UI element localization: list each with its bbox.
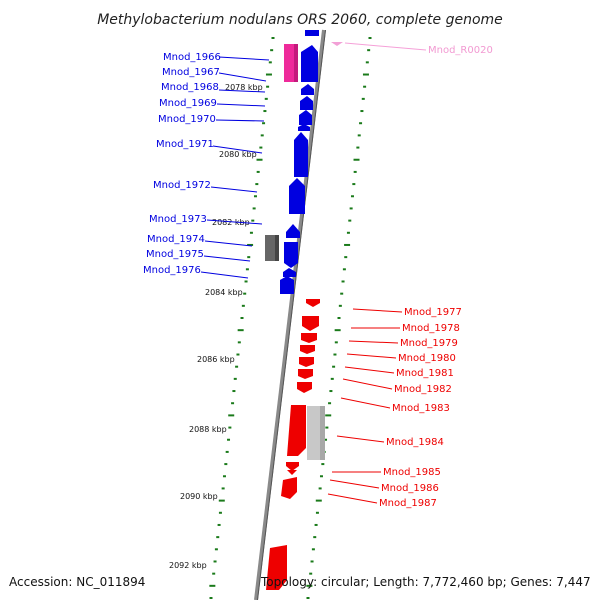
gene-feature-mnod-1973[interactable] bbox=[286, 224, 300, 238]
gene-feature-mnod-1978[interactable] bbox=[302, 316, 319, 331]
gene-label-right[interactable]: Mnod_1980 bbox=[398, 353, 456, 364]
gene-label-right[interactable]: Mnod_1982 bbox=[394, 384, 452, 395]
gene-label-left[interactable]: Mnod_1969 bbox=[159, 98, 217, 109]
gene-label-right[interactable]: Mnod_1986 bbox=[381, 483, 439, 494]
gene-label-left[interactable]: Mnod_1966 bbox=[163, 52, 221, 63]
gene-leader-line bbox=[329, 479, 380, 489]
rna-gene-label[interactable]: Mnod_R0020 bbox=[428, 45, 493, 56]
gene-label-left[interactable]: Mnod_1974 bbox=[147, 234, 205, 245]
gene-label-left[interactable]: Mnod_1972 bbox=[153, 180, 211, 191]
gene-feature-mnod-1975[interactable] bbox=[283, 268, 296, 277]
gene-feature-mnod-1981[interactable] bbox=[299, 357, 314, 367]
gene-label-left[interactable]: Mnod_1968 bbox=[161, 82, 219, 93]
genome-backbone bbox=[254, 29, 326, 600]
kbp-axis-labels: 2078 kbp 2080 kbp 2082 kbp 2084 kbp 2086 kbp… bbox=[169, 83, 263, 570]
kbp-label: 2090 kbp bbox=[180, 492, 218, 501]
kbp-label: 2092 kbp bbox=[169, 561, 207, 570]
gene-leader-line bbox=[200, 271, 249, 279]
gene-leader-line bbox=[218, 89, 266, 93]
gene-leader-line bbox=[327, 493, 378, 504]
gene-leader-line bbox=[218, 72, 267, 82]
gene-leader-line bbox=[216, 103, 266, 107]
right-tick-track bbox=[306, 37, 372, 599]
gene-label-left[interactable]: Mnod_1970 bbox=[158, 114, 216, 125]
gene-label-left[interactable]: Mnod_1975 bbox=[146, 249, 204, 260]
gene-label-right[interactable]: Mnod_1987 bbox=[379, 498, 437, 509]
gene-leader-line bbox=[348, 340, 399, 344]
gene-label-right[interactable]: Mnod_1978 bbox=[402, 323, 460, 334]
gene-leader-line bbox=[344, 366, 395, 374]
genome-backbone-shadow bbox=[257, 29, 326, 600]
gene-label-left[interactable]: Mnod_1973 bbox=[149, 214, 207, 225]
left-gene-labels: Mnod_1966 Mnod_1967 Mnod_1968 Mnod_1969 Mnod… bbox=[143, 52, 270, 279]
gene-feature-mnod-1987[interactable] bbox=[281, 477, 297, 499]
gene-feature-mnod-1967[interactable] bbox=[301, 45, 318, 82]
forward-genes bbox=[280, 30, 319, 294]
gene-leader-line bbox=[203, 255, 251, 262]
gene-feature-mnod-1969[interactable] bbox=[300, 96, 313, 110]
gene-label-left[interactable]: Mnod_1976 bbox=[143, 265, 201, 276]
gene-leader-line bbox=[340, 397, 391, 409]
gene-leader-line bbox=[210, 186, 258, 193]
gene-feature-mnod-1977[interactable] bbox=[306, 299, 320, 307]
gene-label-right[interactable]: Mnod_1979 bbox=[400, 338, 458, 349]
gene-feature-mnod-1976[interactable] bbox=[280, 276, 294, 294]
gene-label-left[interactable]: Mnod_1967 bbox=[162, 67, 220, 78]
gene-feature-mnod-1986[interactable] bbox=[287, 470, 297, 475]
gene-feature-mnod-1968[interactable] bbox=[301, 84, 314, 95]
kbp-label: 2086 kbp bbox=[197, 355, 235, 364]
accession-text: Accession: NC_011894 bbox=[9, 575, 145, 589]
gene-leader-line bbox=[352, 308, 403, 313]
gene-feature-mnod-1983[interactable] bbox=[297, 382, 312, 393]
gene-label-right[interactable]: Mnod_1985 bbox=[383, 467, 441, 478]
gene-feature-mnod-1966-shade bbox=[294, 44, 298, 82]
pseudogene-feature-light-shade bbox=[320, 406, 325, 460]
gene-feature-mnod-1979[interactable] bbox=[301, 333, 317, 343]
gene-leader-line bbox=[342, 378, 393, 390]
gene-feature-mnod-1972[interactable] bbox=[289, 178, 305, 214]
gene-feature-mnod-1974[interactable] bbox=[284, 242, 298, 268]
kbp-label: 2084 kbp bbox=[205, 288, 243, 297]
kbp-label: 2088 kbp bbox=[189, 425, 227, 434]
kbp-label: 2078 kbp bbox=[225, 83, 263, 92]
gene-leader-line bbox=[346, 353, 397, 359]
pseudogene-feature-dark-shade bbox=[275, 235, 279, 261]
gene-leader-line bbox=[206, 219, 263, 225]
reverse-genes bbox=[266, 299, 320, 590]
left-tick-track bbox=[209, 37, 275, 599]
gene-label-right[interactable]: Mnod_1977 bbox=[404, 307, 462, 318]
gene-feature-mnod-1982[interactable] bbox=[298, 369, 313, 379]
kbp-label: 2080 kbp bbox=[219, 150, 257, 159]
gene-feature-mnod-1970[interactable] bbox=[299, 110, 312, 125]
gene-feature-mnod-1980[interactable] bbox=[300, 345, 315, 354]
gene-leader-line bbox=[212, 145, 263, 154]
rna-gene-leader bbox=[344, 42, 427, 51]
gene-feature[interactable] bbox=[266, 545, 287, 590]
gene-feature-mnod-1985[interactable] bbox=[286, 462, 299, 471]
rna-gene-feature[interactable] bbox=[331, 42, 343, 46]
gene-label-right[interactable]: Mnod_1981 bbox=[396, 368, 454, 379]
gene-leader-line bbox=[215, 119, 265, 122]
gene-leader-line bbox=[204, 240, 253, 247]
genome-summary-text: Topology: circular; Length: 7,772,460 bp… bbox=[260, 575, 591, 589]
right-gene-labels: Mnod_1977 Mnod_1978 Mnod_1979 Mnod_1980 Mnod… bbox=[327, 307, 462, 509]
gene-feature-forward[interactable] bbox=[305, 30, 319, 36]
gene-feature[interactable] bbox=[298, 124, 310, 131]
map-title: Methylobacterium nodulans ORS 2060, comp… bbox=[97, 12, 503, 28]
gene-label-left[interactable]: Mnod_1971 bbox=[156, 139, 214, 150]
gene-feature-mnod-1971[interactable] bbox=[294, 132, 308, 177]
gene-label-right[interactable]: Mnod_1984 bbox=[386, 437, 444, 448]
gene-feature-mnod-1984[interactable] bbox=[287, 405, 306, 456]
gene-label-right[interactable]: Mnod_1983 bbox=[392, 403, 450, 414]
kbp-label: 2082 kbp bbox=[212, 218, 250, 227]
gene-leader-line bbox=[336, 435, 385, 443]
gene-leader-line bbox=[218, 56, 270, 61]
